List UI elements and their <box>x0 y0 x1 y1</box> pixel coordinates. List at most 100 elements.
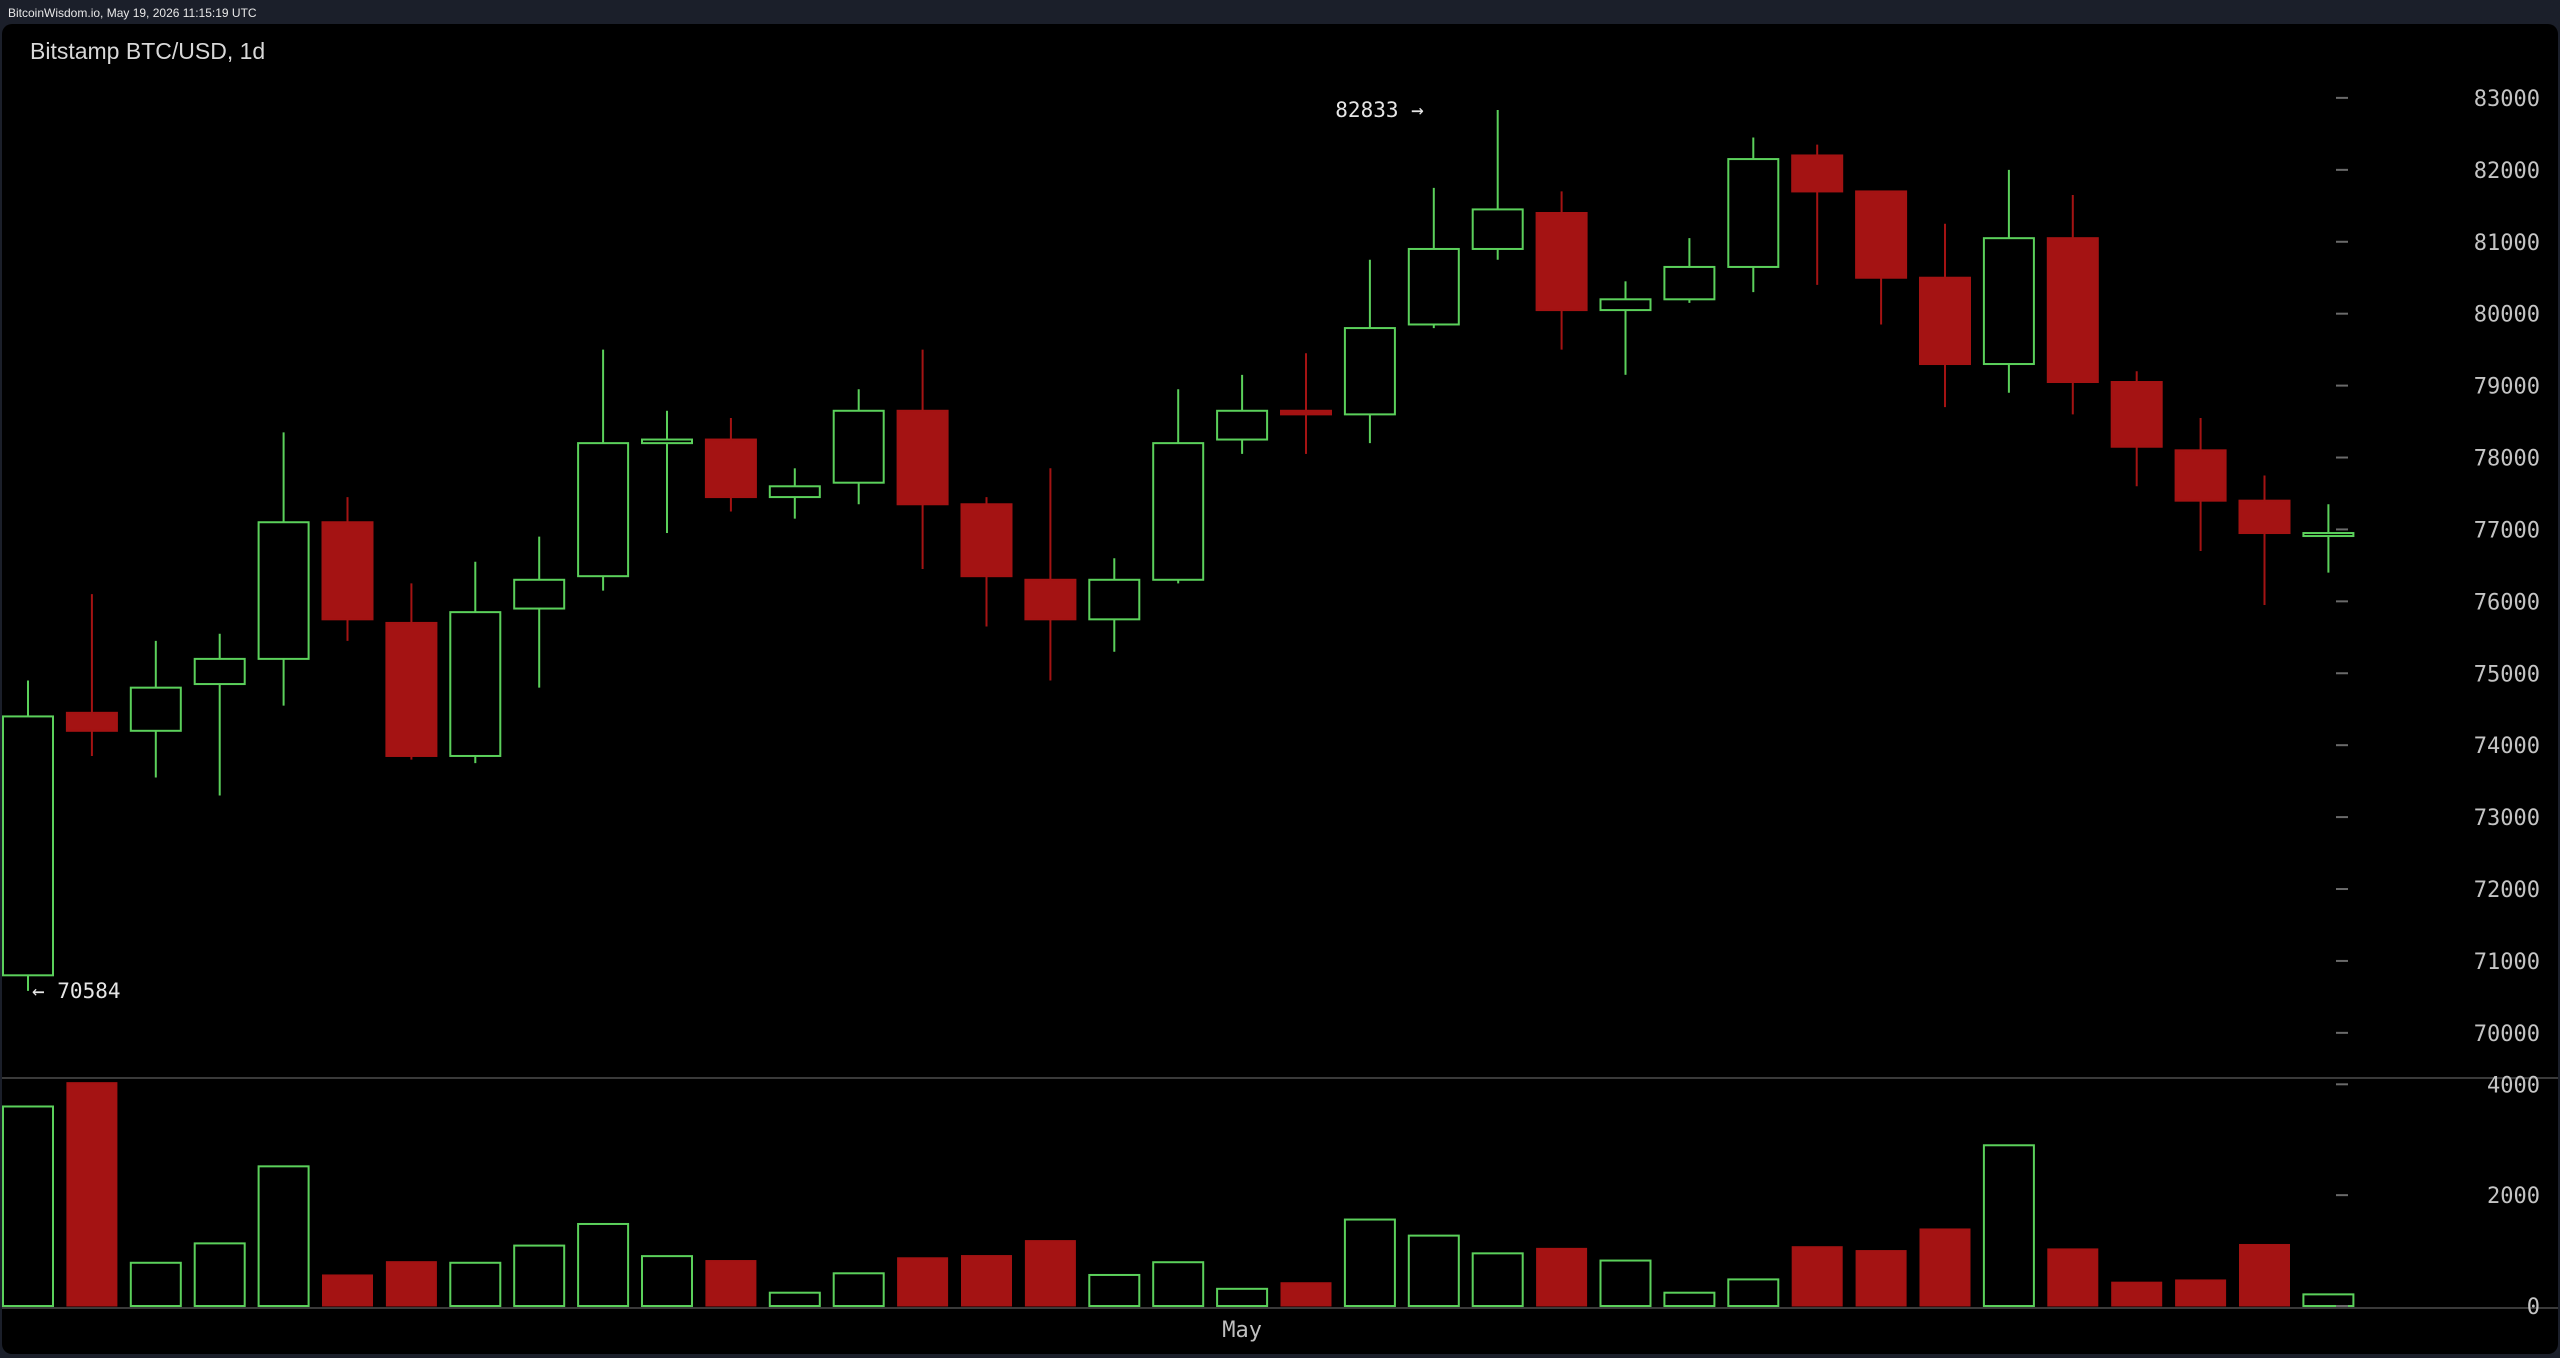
candle-body-up <box>1727 158 1780 268</box>
volume-bar-down <box>2175 1279 2227 1307</box>
candle-body-up <box>768 485 821 499</box>
candle-body-down <box>321 521 374 621</box>
volume-bar-up <box>768 1291 821 1308</box>
volume-bar-up <box>641 1255 693 1307</box>
volume-bar-up <box>1088 1273 1141 1308</box>
candle-body-up <box>1471 208 1524 250</box>
candle-body-down <box>1024 578 1077 621</box>
volume-bar-up <box>1216 1287 1269 1308</box>
candle-body-down <box>65 711 118 732</box>
volume-bar-up <box>1407 1234 1460 1308</box>
volume-bar-down <box>1919 1228 1971 1307</box>
price-tick-label: 79000 <box>2474 375 2540 400</box>
volume-bar-up <box>577 1222 630 1308</box>
candle-body-up <box>513 578 566 610</box>
volume-bar-up <box>2302 1293 2355 1308</box>
candle-body-down <box>1535 212 1588 312</box>
separators <box>2 1077 2558 1309</box>
candle-body-up <box>641 438 693 445</box>
price-tick-label: 78000 <box>2474 447 2540 472</box>
candle-body-down <box>704 438 757 499</box>
volume-bar-up <box>1727 1278 1780 1307</box>
volume-bar-up <box>1471 1252 1524 1307</box>
candle-body-up <box>832 409 885 484</box>
volume-bar-up <box>1663 1291 1716 1308</box>
candle-body-down <box>2110 381 2163 448</box>
volume-bar-down <box>1536 1247 1588 1307</box>
candle-body-down <box>1791 154 1844 193</box>
time-axis-label: May <box>1222 1318 1262 1343</box>
volume-bar-up <box>513 1244 566 1307</box>
volume-bar-up <box>2 1105 54 1307</box>
top-bar: BitcoinWisdom.io, May 19, 2026 11:15:19 … <box>0 0 2560 24</box>
price-tick-label: 81000 <box>2474 231 2540 256</box>
candle-body-down <box>1855 190 1908 279</box>
price-tick-label: 82000 <box>2474 159 2540 184</box>
volume-bar-down <box>66 1082 118 1307</box>
candle-body-up <box>1663 265 1716 301</box>
volume-bar-up <box>129 1261 182 1308</box>
candle-body-up <box>1088 578 1141 621</box>
price-tick-label: 76000 <box>2474 590 2540 615</box>
price-tick-label: 74000 <box>2474 734 2540 759</box>
volume-bar-up <box>449 1261 502 1308</box>
chart-panel[interactable]: 70000 71000 72000 73000 74000 75000 76000 77000… <box>2 24 2558 1354</box>
candle-body-down <box>960 503 1013 578</box>
price-tick-label: 70000 <box>2474 1022 2540 1047</box>
volume-bar-down <box>1855 1250 1907 1307</box>
volume-bar-down <box>322 1274 373 1307</box>
low-annotation: ← 70584 <box>32 979 121 1003</box>
candle-body-up <box>193 657 246 686</box>
candle-body-up <box>1216 409 1269 441</box>
volume-bar-up <box>1982 1144 2035 1307</box>
candle-body-up <box>129 686 182 732</box>
candle-body-up <box>1599 298 1652 312</box>
volume-bars <box>2 1082 2355 1308</box>
candle-body-up <box>449 611 502 757</box>
volume-bar-down <box>385 1261 437 1307</box>
price-tick-label: 77000 <box>2474 518 2540 543</box>
chart-title: Bitstamp BTC/USD, 1d <box>30 38 266 64</box>
candle-body-down <box>896 409 949 506</box>
volume-bar-down <box>961 1255 1012 1307</box>
candle-body-down <box>2174 449 2227 502</box>
candle-body-up <box>1407 247 1460 326</box>
axes: 70000 71000 72000 73000 74000 75000 76000 77000… <box>1222 87 2540 1343</box>
volume-bar-down <box>2239 1243 2290 1307</box>
price-tick-label: 73000 <box>2474 806 2540 831</box>
candle-body-down <box>1919 276 1971 366</box>
source-timestamp: BitcoinWisdom.io, May 19, 2026 11:15:19 … <box>8 6 257 20</box>
volume-bar-down <box>705 1260 757 1307</box>
volume-bar-up <box>1599 1259 1652 1307</box>
candle-body-down <box>1280 409 1332 416</box>
candle-body-up <box>2 715 54 977</box>
candle-body-down <box>2238 499 2291 535</box>
volume-bar-down <box>1280 1282 1332 1307</box>
price-tick-label: 71000 <box>2474 950 2540 975</box>
candle-body-up <box>2302 532 2355 538</box>
volume-bar-down <box>2047 1248 2099 1307</box>
candle-body-down <box>385 621 438 757</box>
volume-tick-label: 4000 <box>2487 1073 2540 1098</box>
price-tick-label: 75000 <box>2474 662 2540 687</box>
annotations: 82833 → ← 70584 <box>32 98 1424 1003</box>
price-tick-label: 80000 <box>2474 303 2540 328</box>
volume-bar-down <box>2111 1281 2163 1307</box>
volume-bar-up <box>1152 1261 1205 1308</box>
volume-tick-label: 2000 <box>2487 1184 2540 1209</box>
volume-bar-up <box>257 1165 310 1308</box>
price-candles <box>2 109 2355 991</box>
volume-bar-down <box>1024 1240 1076 1307</box>
candlestick-chart[interactable]: 70000 71000 72000 73000 74000 75000 76000 77000… <box>2 24 2558 1354</box>
high-annotation: 82833 → <box>1335 98 1424 122</box>
volume-bar-up <box>193 1242 246 1308</box>
candle-body-up <box>257 521 310 660</box>
price-tick-label: 83000 <box>2474 87 2540 112</box>
candle-body-down <box>2046 237 2099 384</box>
candle-body-up <box>1343 327 1396 416</box>
candle-body-up <box>1982 237 2035 366</box>
candle-body-up <box>1152 442 1205 581</box>
volume-bar-up <box>832 1272 885 1307</box>
volume-bar-down <box>897 1257 949 1307</box>
volume-bar-down <box>1791 1246 1843 1307</box>
